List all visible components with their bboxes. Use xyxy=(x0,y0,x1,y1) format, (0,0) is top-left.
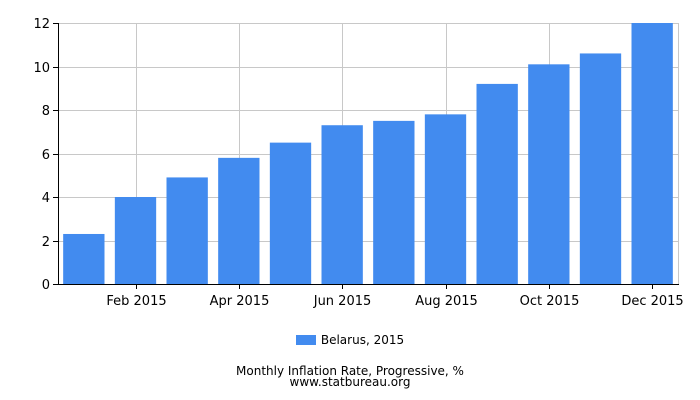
chart-caption-title: Monthly Inflation Rate, Progressive, % xyxy=(236,364,464,378)
y-tick-labels: 0 2 4 6 8 10 12 xyxy=(33,17,50,293)
y-tick-label: 0 xyxy=(42,278,50,293)
chart-caption-source: www.statbureau.org xyxy=(289,375,411,389)
legend-label: Belarus, 2015 xyxy=(320,333,405,347)
x-tick-label: Aug 2015 xyxy=(415,294,478,309)
bar-apr-2015 xyxy=(218,157,260,284)
y-tick-label: 10 xyxy=(33,61,50,76)
bar-jan-2015 xyxy=(63,233,105,284)
bar-jun-2015 xyxy=(321,125,363,284)
legend: Belarus, 2015 xyxy=(0,333,700,347)
bar-nov-2015 xyxy=(579,53,622,285)
bar-may-2015 xyxy=(269,142,312,284)
bar-mar-2015 xyxy=(166,177,208,284)
y-tick-label: 8 xyxy=(42,104,50,119)
x-tick-label: Feb 2015 xyxy=(106,294,166,309)
bar-oct-2015 xyxy=(528,64,570,284)
bar-sep-2015 xyxy=(476,83,518,285)
axes xyxy=(53,23,679,289)
bar-jul-2015 xyxy=(373,120,415,284)
bar-feb-2015 xyxy=(114,197,157,284)
legend-swatch xyxy=(295,334,316,345)
y-tick-label: 12 xyxy=(33,17,50,32)
y-tick-label: 2 xyxy=(42,235,50,250)
x-tick-label: Oct 2015 xyxy=(520,294,580,309)
x-tick-label: Dec 2015 xyxy=(621,294,683,309)
bars xyxy=(63,23,673,285)
x-tick-label: Jun 2015 xyxy=(313,294,372,309)
y-tick-label: 6 xyxy=(42,148,50,163)
x-tick-labels: Feb 2015 Apr 2015 Jun 2015 Aug 2015 Oct 2015… xyxy=(106,294,683,309)
x-tick-label: Apr 2015 xyxy=(210,294,270,309)
bar-aug-2015 xyxy=(424,114,467,284)
y-tick-label: 4 xyxy=(42,191,50,206)
bar-dec-2015 xyxy=(631,23,673,284)
